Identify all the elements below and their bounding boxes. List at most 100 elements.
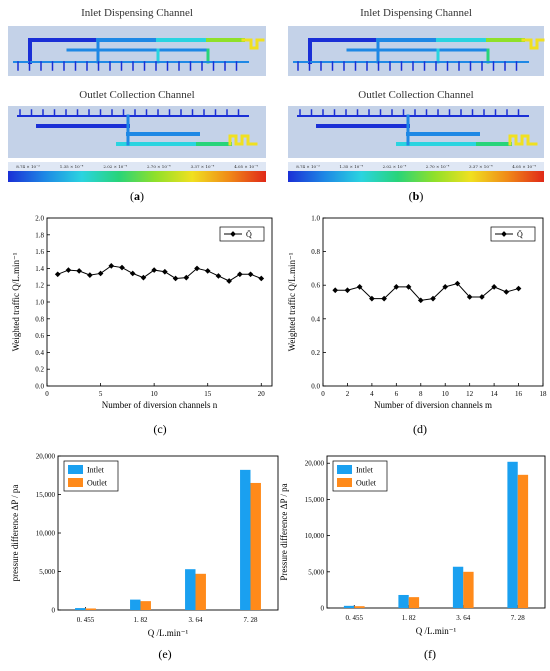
outlet-title: Outlet Collection Channel <box>79 89 194 101</box>
legend-swatch <box>68 465 83 474</box>
data-point <box>369 295 375 302</box>
x-tick-label: 14 <box>491 390 499 398</box>
legend-marker <box>501 231 507 237</box>
chart-e: 0 5,000 10,000 15,000 20,000 pressure differe… <box>10 453 279 661</box>
y-tick-label: 10,000 <box>305 532 325 540</box>
x-tick-label: 4 <box>370 390 374 398</box>
x-tick-label: 1. 82 <box>402 614 417 622</box>
y-tick-label: 2.0 <box>35 215 44 223</box>
bar <box>85 608 96 610</box>
data-point <box>405 284 412 290</box>
y-tick-label: 0.0 <box>35 383 44 391</box>
x-tick-label: 1. 82 <box>134 616 149 624</box>
data-point <box>87 272 93 278</box>
colorbar-tick-label: 2.70 × 10⁻⁴ <box>426 164 450 169</box>
x-axis-label: Number of diversion channels m <box>374 400 492 410</box>
data-point <box>393 284 400 290</box>
simulation-panels: Inlet Dispensing Channel Outlet Collectio… <box>8 7 545 203</box>
y-tick-label: 0.2 <box>35 366 44 374</box>
y-axis-label: Weighted traffic Q/L.min⁻¹ <box>287 252 297 351</box>
data-point <box>129 270 136 277</box>
colorbar <box>288 171 544 182</box>
bar <box>250 482 261 610</box>
panel-caption: (b) <box>409 189 424 203</box>
colorbar <box>8 171 266 182</box>
x-tick-label: 0. 455 <box>77 616 95 624</box>
data-point <box>183 274 190 281</box>
chart-caption: (f) <box>424 647 436 661</box>
chart-caption: (c) <box>153 422 166 436</box>
channel-outlet-bend <box>241 38 265 50</box>
colorbar-tick-label: 3.37 × 10⁻⁴ <box>469 164 493 169</box>
panel-caption: (a) <box>130 189 144 203</box>
legend-label: Outlet <box>356 479 377 488</box>
x-tick-label: 6 <box>395 390 399 398</box>
colorbar-tick-label: 3.37 × 10⁻⁴ <box>191 164 215 169</box>
colorbar-tick-label: 1.35 × 10⁻⁴ <box>339 164 363 169</box>
bar <box>398 594 409 608</box>
inlet-channel-network <box>293 38 545 71</box>
y-axis-label: Pressure difference ΔP / pa <box>279 483 289 580</box>
y-tick-label: 0.6 <box>311 282 320 290</box>
simulation-panel-b: Inlet Dispensing Channel Outlet Collectio… <box>288 7 545 203</box>
y-tick-label: 0.8 <box>35 315 44 323</box>
plot-frame <box>326 455 546 609</box>
y-tick-label: 1.8 <box>35 231 44 239</box>
y-tick-label: 1.4 <box>35 265 44 273</box>
data-point <box>503 289 510 295</box>
channel-outlet-bend <box>228 134 258 146</box>
data-point <box>140 274 147 281</box>
bar <box>408 597 420 608</box>
y-tick-label: 0.2 <box>311 349 320 357</box>
legend-label: Q̄ <box>246 230 252 239</box>
data-point <box>381 295 387 302</box>
y-axis-label: pressure difference ΔP / pa <box>10 485 20 582</box>
x-axis-label: Q /L.min⁻¹ <box>416 626 457 636</box>
y-tick-label: 20,000 <box>305 460 325 468</box>
x-tick-label: 2 <box>346 390 350 398</box>
data-point <box>515 285 522 292</box>
bar <box>185 569 196 610</box>
legend-marker <box>230 231 236 237</box>
inlet-title: Inlet Dispensing Channel <box>81 7 193 19</box>
x-tick-label: 5 <box>99 390 103 398</box>
data-point <box>215 273 222 279</box>
y-tick-label: 0.6 <box>35 332 44 340</box>
bar <box>195 573 206 610</box>
data-point <box>417 297 424 304</box>
y-tick-label: 1.6 <box>35 248 44 256</box>
bar <box>140 601 151 610</box>
y-tick-label: 1.0 <box>35 299 44 307</box>
chart-d: 0.0 0.2 0.4 0.6 0.8 1.0 Weighted traffic Q/L.m… <box>287 215 547 437</box>
x-tick-label: 18 <box>540 390 548 398</box>
data-point <box>479 294 485 300</box>
x-tick-label: 15 <box>204 390 212 398</box>
colorbar-tick-label: 8.74 × 10⁻⁵ <box>16 164 40 169</box>
bar <box>452 566 464 608</box>
series-line <box>57 265 262 282</box>
y-tick-label: 1.0 <box>311 215 320 223</box>
legend-swatch <box>68 478 83 487</box>
y-tick-label: 0 <box>321 605 325 613</box>
inlet-title: Inlet Dispensing Channel <box>360 7 472 19</box>
colorbar-tick-label: 1.35 × 10⁻⁴ <box>60 164 84 169</box>
x-axis-label: Q /L.min⁻¹ <box>148 628 189 638</box>
outlet-title: Outlet Collection Channel <box>358 89 473 101</box>
data-point <box>172 275 179 282</box>
data-point <box>76 268 82 274</box>
data-point <box>54 271 61 278</box>
channel-outlet-bend <box>508 134 538 146</box>
legend-label: Intlet <box>87 466 105 475</box>
data-point <box>162 268 168 275</box>
bar <box>240 469 251 610</box>
data-point <box>454 280 461 287</box>
outlet-channel-network <box>17 109 258 146</box>
legend-label: Outlet <box>87 479 108 488</box>
data-point <box>226 278 232 284</box>
y-axis-label: Weighted traffic Q/L.min⁻¹ <box>11 252 21 351</box>
data-point <box>356 284 363 290</box>
colorbar-tick-label: 2.02 × 10⁻⁴ <box>103 164 127 169</box>
y-tick-label: 5,000 <box>39 568 55 576</box>
x-axis-label: Number of diversion channels n <box>102 400 218 410</box>
y-tick-label: 0.4 <box>311 315 320 323</box>
